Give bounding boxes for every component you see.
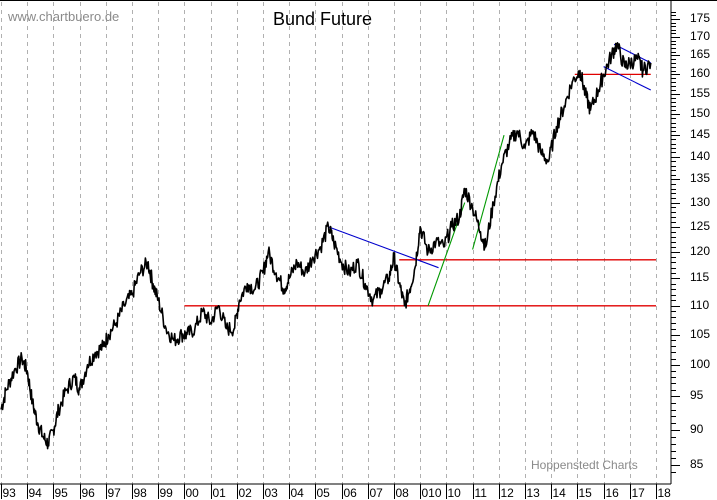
x-tick-label: 16: [605, 486, 619, 500]
y-tick-label: 85: [690, 457, 704, 472]
chart-credit: Hoppenstedt Charts: [531, 458, 638, 472]
x-tick-label: 05: [316, 486, 330, 500]
x-tick-label: 93: [2, 486, 16, 500]
x-axis-ticks: [1, 484, 657, 499]
y-tick-label: 95: [690, 388, 704, 403]
x-tick-label: 02: [238, 486, 252, 500]
x-tick-label: 07: [369, 486, 383, 500]
x-tick-label: 12: [500, 486, 514, 500]
y-tick-label: 135: [690, 171, 711, 186]
y-tick-label: 140: [690, 148, 711, 163]
x-tick-label: 08: [395, 486, 409, 500]
y-axis-ticks: [671, 12, 680, 473]
x-tick-label: 04: [290, 486, 304, 500]
x-tick-label: 15: [578, 486, 592, 500]
downtrend-line: [328, 226, 439, 269]
x-tick-label: 11: [474, 486, 487, 500]
y-tick-label: 130: [690, 194, 711, 209]
x-tick-label: 13: [526, 486, 540, 500]
grid-lines: [1, 2, 657, 484]
uptrend-line: [472, 135, 505, 250]
y-tick-label: 160: [690, 66, 711, 81]
x-tick-label: 10: [447, 486, 461, 500]
x-tick-label: 96: [81, 486, 95, 500]
x-tick-label: 14: [552, 486, 566, 500]
y-tick-label: 100: [690, 356, 711, 371]
x-tick-label: 010: [421, 486, 442, 500]
x-tick-label: 98: [133, 486, 147, 500]
y-tick-label: 150: [690, 106, 711, 121]
x-tick-label: 06: [343, 486, 357, 500]
y-tick-label: 155: [690, 85, 711, 100]
y-tick-label: 110: [690, 297, 710, 312]
x-tick-label: 17: [631, 486, 645, 500]
y-tick-label: 115: [690, 270, 710, 285]
y-tick-label: 170: [690, 28, 711, 43]
y-tick-label: 90: [690, 421, 704, 436]
y-tick-label: 175: [690, 11, 711, 25]
x-tick-label: 99: [159, 486, 173, 500]
x-tick-label: 00: [185, 486, 199, 500]
y-tick-label: 125: [690, 218, 711, 233]
price-line: [0, 41, 652, 450]
x-tick-label: 97: [107, 486, 121, 500]
watermark: www.chartbuero.de: [8, 9, 120, 24]
downtrend-line: [603, 66, 652, 91]
y-tick-label: 105: [690, 326, 711, 341]
y-tick-label: 165: [690, 47, 711, 62]
y-tick-label: 145: [690, 127, 711, 142]
x-tick-label: 18: [657, 486, 671, 500]
y-tick-label: 120: [690, 244, 711, 259]
x-tick-label: 01: [212, 486, 226, 500]
x-tick-label: 95: [54, 486, 68, 500]
x-tick-label: 94: [28, 486, 42, 500]
chart-title: Bund Future: [273, 9, 373, 29]
x-tick-label: 03: [264, 486, 278, 500]
